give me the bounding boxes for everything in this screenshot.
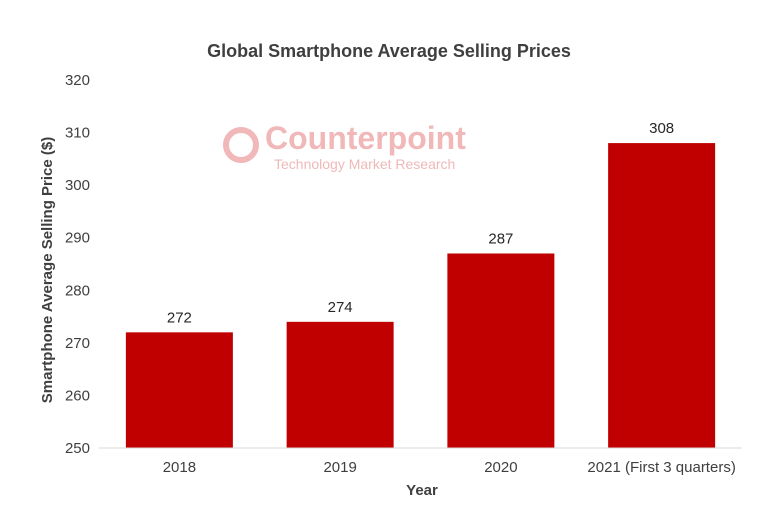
data-label: 272 xyxy=(167,309,192,326)
y-tick-label: 270 xyxy=(65,335,90,352)
bar-2019 xyxy=(286,321,394,448)
bar-2021 xyxy=(608,143,716,448)
x-axis-ticks: 2018 2019 2020 2021 (First 3 quarters) xyxy=(163,459,736,476)
x-tick-label: 2019 xyxy=(323,459,356,476)
y-tick-label: 300 xyxy=(65,177,90,194)
counterpoint-watermark: Counterpoint Technology Market Research xyxy=(223,120,466,172)
data-label: 274 xyxy=(328,299,353,316)
chart-title: Global Smartphone Average Selling Prices xyxy=(207,41,571,61)
y-axis-title: Smartphone Average Selling Price ($) xyxy=(39,137,56,403)
y-tick-label: 290 xyxy=(65,230,90,247)
watermark-tagline: Technology Market Research xyxy=(274,156,455,172)
x-tick-label: 2021 (First 3 quarters) xyxy=(587,459,735,476)
y-tick-label: 260 xyxy=(65,387,90,404)
data-labels: 272 274 287 308 xyxy=(167,120,674,326)
watermark-logo-icon xyxy=(223,127,259,163)
bar-2020 xyxy=(447,253,555,448)
chart: Global Smartphone Average Selling Prices… xyxy=(39,41,742,499)
data-label: 287 xyxy=(488,230,513,247)
x-axis-title: Year xyxy=(406,482,438,499)
y-tick-label: 250 xyxy=(65,440,90,457)
y-axis-ticks: 250 260 270 280 290 300 310 320 xyxy=(65,72,90,457)
bar-2018 xyxy=(125,332,233,448)
bars xyxy=(125,143,716,448)
chart-frame: Global Smartphone Average Selling Prices… xyxy=(22,30,752,508)
y-tick-label: 320 xyxy=(65,72,90,89)
y-tick-label: 310 xyxy=(65,125,90,142)
y-tick-label: 280 xyxy=(65,282,90,299)
x-tick-label: 2018 xyxy=(163,459,196,476)
x-tick-label: 2020 xyxy=(484,459,517,476)
watermark-brand: Counterpoint xyxy=(265,120,466,156)
data-label: 308 xyxy=(649,120,674,137)
